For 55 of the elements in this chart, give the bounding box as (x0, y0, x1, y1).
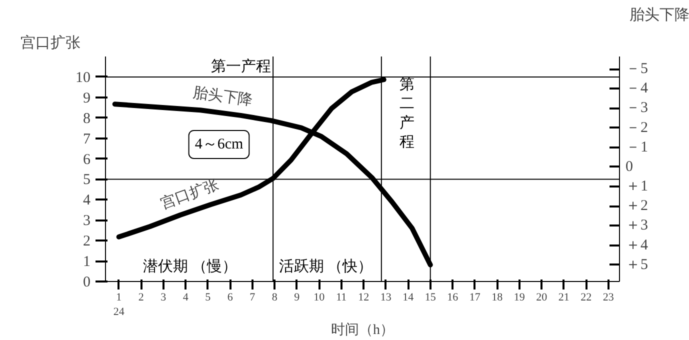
y2-tick-label: －3 (626, 100, 648, 116)
y-tick-label: 4 (83, 192, 91, 209)
x-tick-label: 1 24 (113, 292, 125, 318)
y-tick-label: 10 (76, 70, 90, 86)
x-tick-label: 8 (272, 292, 278, 304)
text: 胎头下降 (192, 84, 254, 109)
x-tick-label: 9 (294, 292, 300, 304)
x-tick-label: 3 (160, 292, 167, 304)
x-tick-label: 15 (424, 292, 436, 304)
x-tick-label: 16 (447, 292, 459, 304)
x-tick-label: 19 (514, 292, 526, 304)
y-tick-label: 0 (83, 274, 90, 290)
y2-tick-label: ＋3 (626, 218, 648, 234)
x-tick-label: 7 (250, 292, 256, 304)
x-tick-label: 13 (380, 292, 392, 304)
text: 宫口扩张 (158, 176, 221, 213)
annotation: 第二产程 (400, 76, 414, 151)
x-tick-label: 21 (558, 292, 570, 304)
annotation: 潜伏期 （慢） (143, 258, 237, 276)
x-axis-title: 时间（h） (331, 322, 394, 338)
y2-tick-label: ＋5 (626, 256, 648, 273)
x-tick-label: 14 (402, 292, 414, 304)
x-tick-label: 18 (492, 292, 504, 304)
y2-tick-label: 0 (626, 158, 633, 175)
annotation: 4～6cm (194, 136, 244, 152)
y2-tick-label: －5 (626, 61, 648, 78)
y-tick-label: 1 (83, 254, 90, 270)
x-tick-label: 11 (336, 292, 347, 304)
y2-axis-title: 胎头下降 (630, 6, 689, 24)
x-tick-label: 22 (580, 292, 592, 304)
annotation: 活跃期 （快） (278, 258, 373, 276)
y-tick-label: 3 (83, 213, 90, 230)
x-tick-label: 12 (358, 292, 370, 304)
x-tick-label: 6 (227, 292, 234, 304)
y2-tick-label: ＋4 (626, 237, 648, 254)
y-tick-label: 6 (83, 152, 91, 168)
y-tick-label: 2 (83, 234, 90, 250)
y-axis-title: 宫口扩张 (20, 34, 80, 52)
y-tick-label: 5 (83, 172, 90, 188)
x-tick-label: 23 (602, 292, 614, 304)
y-tick-label: 8 (83, 110, 90, 127)
y2-tick-label: －4 (626, 80, 648, 97)
x-tick-label: 4 (182, 292, 189, 304)
y2-tick-label: －2 (626, 120, 648, 136)
x-tick-label: 2 (138, 292, 144, 304)
y-tick-label: 9 (83, 90, 90, 106)
x-tick-label: 17 (469, 292, 481, 304)
y2-tick-label: －1 (626, 139, 648, 156)
x-tick-label: 20 (536, 292, 548, 304)
x-tick-label: 10 (314, 292, 326, 304)
y-tick-label: 7 (83, 131, 91, 148)
annotation: 第一产程 (211, 58, 272, 75)
x-tick-label: 5 (205, 292, 212, 304)
y2-tick-label: ＋1 (626, 178, 648, 195)
y2-tick-label: ＋2 (626, 198, 648, 214)
